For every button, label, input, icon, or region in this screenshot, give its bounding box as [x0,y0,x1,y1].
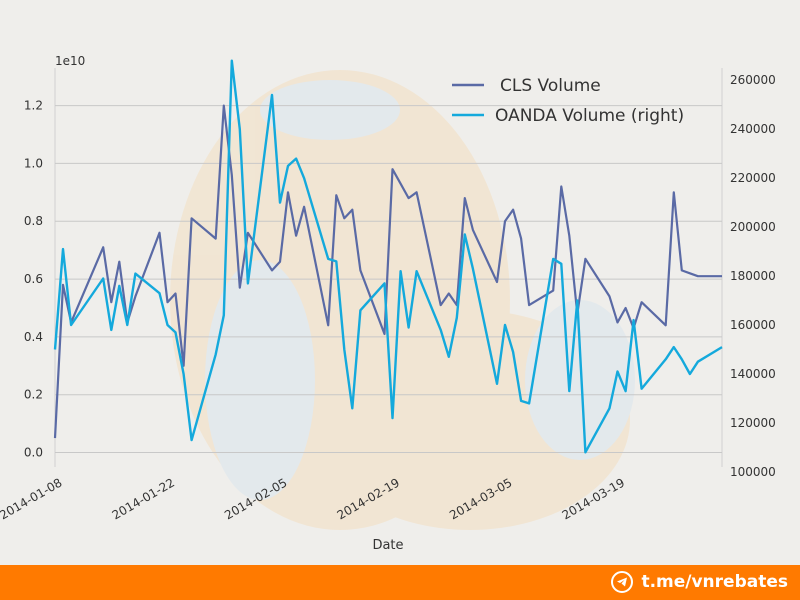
legend: CLS Volume OANDA Volume (right) [452,76,684,126]
footer-link[interactable]: t.me/vnrebates [611,571,788,593]
y-multiplier-label: 1e10 [55,54,85,68]
x-tick-label: 2014-01-08 [0,475,65,522]
y-right-tick-label: 240000 [730,122,776,136]
y-left-tick-label: 0.8 [24,214,43,228]
y-right-tick-label: 160000 [730,318,776,332]
footer-bar: t.me/vnrebates [0,565,800,600]
legend-label-oanda: OANDA Volume (right) [495,106,684,126]
series-line-oanda-volume [53,59,723,454]
y-right-axis: 100000 120000 140000 160000 180000 200000 2200… [730,73,776,479]
y-right-tick-label: 140000 [730,367,776,381]
y-left-axis: 0.0 0.2 0.4 0.6 0.8 1.0 1.2 [24,99,43,460]
y-right-tick-label: 120000 [730,416,776,430]
series-lines [53,59,723,454]
y-left-tick-label: 1.0 [24,156,43,170]
x-tick-label: 2014-01-22 [110,475,177,522]
y-right-tick-label: 200000 [730,220,776,234]
y-left-tick-label: 1.2 [24,99,43,113]
telegram-icon [611,571,634,593]
y-left-tick-label: 0.0 [24,446,43,460]
y-right-tick-label: 260000 [730,73,776,87]
y-left-tick-label: 0.4 [24,330,43,344]
y-left-tick-label: 0.6 [24,272,43,286]
chart: 0.0 0.2 0.4 0.6 0.8 1.0 1.2 100000 120000 140000… [0,54,776,553]
footer-handle-text: t.me/vnrebates [641,572,788,592]
y-right-tick-label: 220000 [730,171,776,185]
y-right-tick-label: 180000 [730,269,776,283]
y-right-tick-label: 100000 [730,465,776,479]
y-left-tick-label: 0.2 [24,388,43,402]
x-axis-label: Date [372,538,403,553]
series-line-cls-volume [53,104,722,439]
legend-label-cls: CLS Volume [500,76,601,96]
